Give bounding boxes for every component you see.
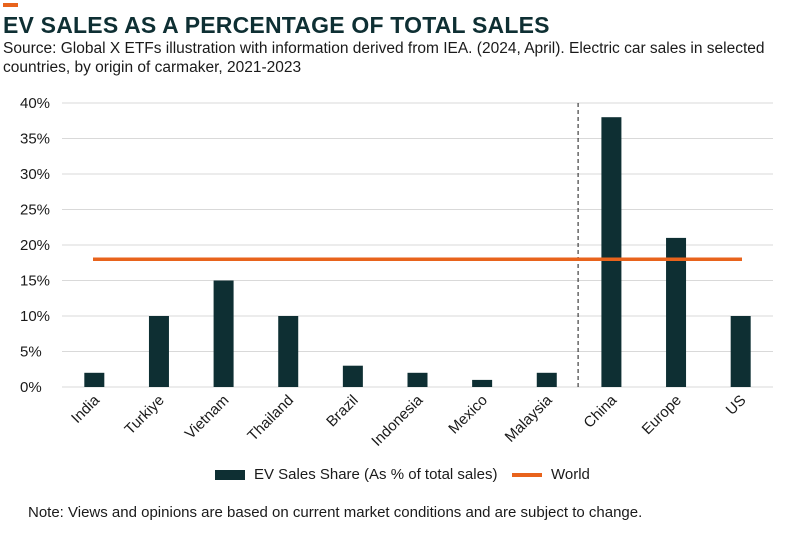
x-tick-label: US [723, 392, 750, 419]
chart-subtitle: Source: Global X ETFs illustration with … [3, 40, 765, 76]
bar-india [84, 372, 105, 387]
chart-title: EV SALES AS A PERCENTAGE OF TOTAL SALES [3, 12, 550, 38]
y-tick-label: 5% [20, 344, 42, 361]
legend-item-ev-sales: EV Sales Share (As % of total sales) [215, 466, 497, 483]
x-tick-label: Vietnam [182, 392, 233, 443]
bar-mexico [472, 379, 493, 387]
x-tick-label: Malaysia [502, 391, 556, 445]
y-tick-label: 20% [20, 237, 50, 254]
y-tick-label: 30% [20, 166, 50, 183]
accent-bar [3, 3, 18, 7]
bar-thailand [278, 316, 299, 387]
footnote: Note: Views and opinions are based on cu… [28, 504, 643, 521]
legend-swatch-line [512, 472, 542, 477]
bar-turkiye [148, 316, 169, 387]
x-tick-label: Europe [639, 392, 685, 438]
y-axis-ticks: 0% 5% 10% 15% 20% 25% 30% 35% 40% [20, 95, 50, 396]
gridlines [62, 102, 773, 388]
x-tick-label: Mexico [445, 392, 491, 438]
x-tick-label: Brazil [323, 392, 362, 431]
y-tick-label: 10% [20, 308, 50, 325]
bar-us [730, 316, 751, 387]
legend-label-world: World [551, 466, 590, 483]
y-tick-label: 40% [20, 95, 50, 112]
x-tick-label: Indonesia [368, 391, 426, 449]
legend-item-world: World [512, 466, 590, 483]
x-axis-ticks: India Turkiye Vietnam Thailand Brazil Indones… [68, 391, 749, 449]
bar-china [601, 117, 622, 387]
x-tick-label: Turkiye [121, 392, 167, 438]
x-tick-label: India [68, 391, 103, 426]
legend: EV Sales Share (As % of total sales) Wor… [0, 466, 800, 486]
legend-label-ev-sales: EV Sales Share (As % of total sales) [254, 466, 498, 483]
bar-chart: 0% 5% 10% 15% 20% 25% 30% 35% 40% India Turkiye Vi… [20, 95, 773, 450]
y-tick-label: 0% [20, 379, 42, 396]
bar-malaysia [536, 372, 557, 387]
bars [84, 117, 751, 387]
y-tick-label: 15% [20, 273, 50, 290]
x-tick-label: Thailand [244, 392, 297, 445]
legend-swatch-bar [215, 469, 245, 480]
y-tick-label: 25% [20, 202, 50, 219]
bar-brazil [342, 365, 363, 387]
y-tick-label: 35% [20, 131, 50, 148]
bar-indonesia [407, 372, 428, 387]
x-tick-label: China [580, 391, 620, 431]
bar-vietnam [213, 280, 234, 387]
bar-europe [666, 237, 687, 387]
